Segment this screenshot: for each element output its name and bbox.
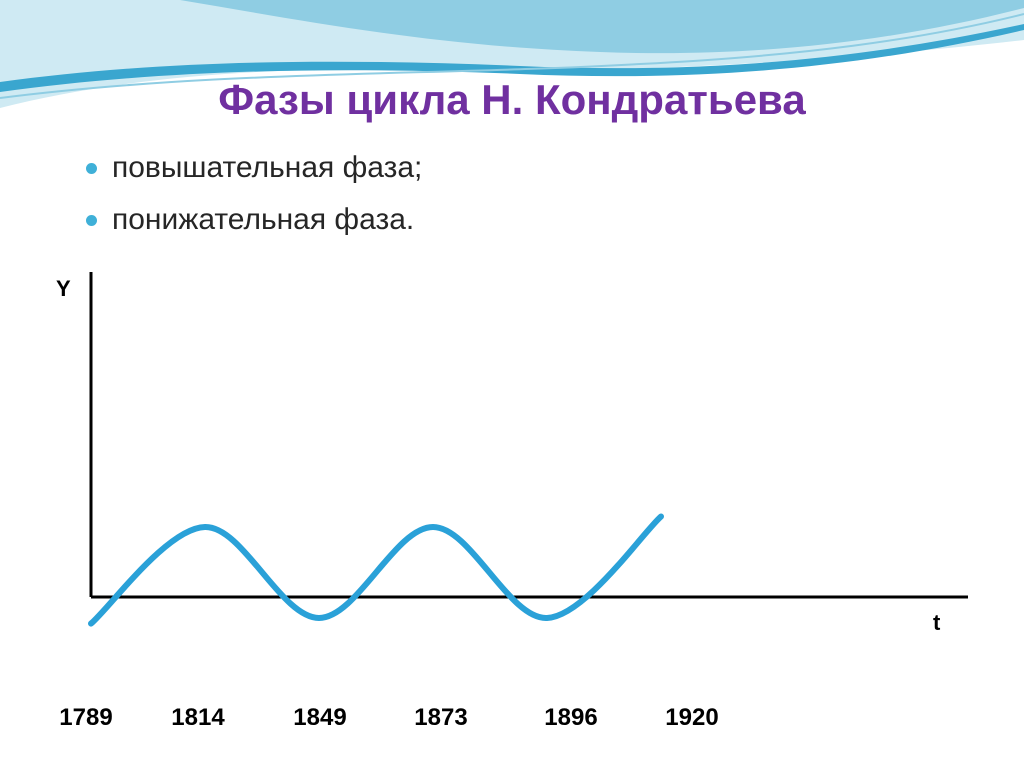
x-tick-labels: 1789 1814 1849 1873 1896 1920 [59, 704, 718, 731]
x-tick-label: 1896 [544, 704, 597, 731]
x-tick-label: 1849 [293, 704, 346, 731]
slide-title: Фазы цикла Н. Кондратьева [218, 76, 806, 123]
bullet-item-rising-phase: повышательная фаза; [80, 148, 422, 200]
x-tick-label: 1789 [59, 704, 112, 731]
bullet-dot-icon [86, 163, 97, 174]
bullet-label: понижательная фаза. [112, 203, 415, 236]
bullet-dot-icon [86, 215, 97, 226]
wave-line [0, 13, 1024, 99]
x-axis-label: t [933, 610, 941, 635]
header-waves-decoration [0, 0, 1024, 108]
x-tick-label: 1920 [665, 704, 718, 731]
x-tick-label: 1873 [414, 704, 467, 731]
x-tick-label: 1814 [171, 704, 225, 731]
bullet-item-falling-phase: понижательная фаза. [80, 200, 422, 252]
wave-dark [0, 24, 1024, 92]
bullet-list: повышательная фаза; понижательная фаза. [80, 148, 422, 252]
y-axis-label: Y [56, 276, 71, 301]
bullet-label: повышательная фаза; [112, 151, 423, 184]
cycle-curve-line [88, 513, 664, 627]
wave-mid [180, 0, 1024, 54]
